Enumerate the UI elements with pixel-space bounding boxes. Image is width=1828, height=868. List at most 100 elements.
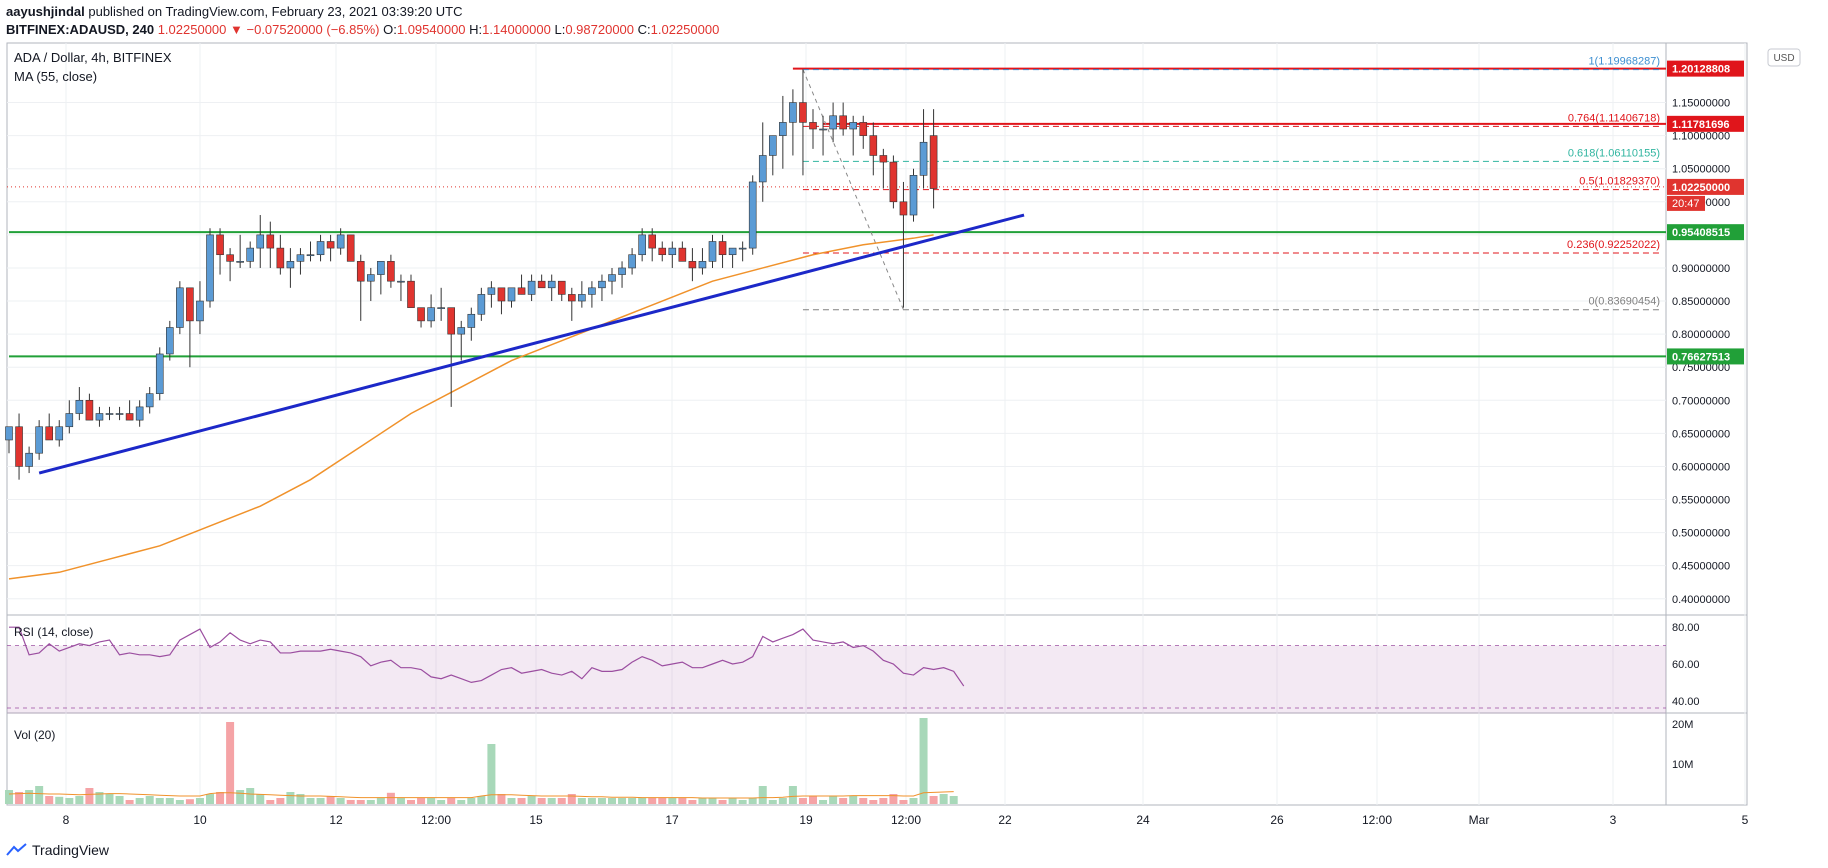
- candle-body: [738, 247, 747, 250]
- level-badge-bg: [1667, 224, 1744, 241]
- candle: [145, 387, 154, 414]
- candle: [849, 115, 858, 156]
- candle-body: [537, 280, 546, 289]
- candle: [55, 420, 64, 447]
- candle-body: [588, 287, 596, 295]
- volume-bar: [256, 794, 265, 804]
- candle-body: [45, 426, 54, 441]
- volume-bar: [115, 796, 124, 804]
- volume-bar: [939, 794, 948, 804]
- candle-body: [487, 287, 496, 295]
- candle: [336, 228, 345, 255]
- candle: [216, 228, 224, 275]
- level-badge-text: 0.95408515: [1672, 227, 1730, 239]
- candle: [738, 241, 747, 262]
- price-tick-label: 0.90000000: [1672, 263, 1730, 275]
- ma-legend: MA (55, close): [14, 69, 97, 84]
- candle: [447, 307, 456, 407]
- price-tick-label: 1.05000000: [1672, 164, 1730, 176]
- candle-body: [115, 413, 124, 415]
- volume-bar: [839, 798, 848, 804]
- candle-body: [638, 234, 646, 256]
- time-tick-label: 15: [529, 813, 543, 827]
- fibonacci-retracement[interactable]: 1(1.19968287) 0.764(1.11406718) 0.618(1.06…: [802, 56, 1662, 311]
- fib-anchor-line: [802, 69, 904, 310]
- volume-bar: [276, 798, 285, 804]
- volume-bar: [125, 800, 134, 804]
- price-tick-label: 0.45000000: [1672, 561, 1730, 573]
- volume-bar: [45, 796, 54, 804]
- candle: [819, 115, 827, 156]
- price-tick-label: 0.60000000: [1672, 461, 1730, 473]
- volume-bar: [487, 744, 496, 804]
- candle: [85, 393, 94, 421]
- candle-body: [407, 280, 415, 308]
- candle: [5, 426, 13, 454]
- volume-bar: [286, 792, 295, 804]
- volume-bar: [648, 798, 657, 804]
- candle: [356, 254, 365, 321]
- candle-body: [628, 254, 636, 269]
- candle-body: [678, 247, 687, 262]
- candle-body: [578, 294, 586, 302]
- trendline[interactable]: [38, 213, 1025, 475]
- candle: [859, 115, 868, 149]
- candle: [638, 228, 646, 262]
- time-tick-label: 12:00: [421, 813, 451, 827]
- candle-body: [65, 413, 74, 428]
- candle: [467, 307, 476, 341]
- time-axis[interactable]: 8 10 12 12:00 15 17 19 12:00 22 24 26 12:00 Mar 3 5: [63, 813, 1749, 827]
- volume-bar: [889, 794, 898, 804]
- volume-bar: [95, 792, 104, 804]
- currency-badge[interactable]: [1767, 48, 1801, 67]
- candle-body: [839, 115, 847, 130]
- candle-body: [879, 155, 888, 163]
- candle-body: [758, 155, 767, 183]
- candle-body: [648, 234, 657, 249]
- volume-bar: [658, 798, 667, 804]
- low-label: L:: [554, 22, 566, 37]
- publisher-name[interactable]: aayushjindal: [6, 4, 85, 19]
- candle-body: [105, 413, 114, 415]
- candle: [45, 413, 54, 441]
- symbol-label: BITFINEX:ADAUSD, 240: [6, 22, 155, 37]
- trendline-line: [38, 213, 1025, 475]
- candle-body: [296, 254, 305, 262]
- candle: [155, 347, 164, 401]
- volume-bar: [678, 798, 687, 804]
- volume-bar: [206, 794, 214, 804]
- volume-bar: [768, 800, 777, 804]
- candle-body: [668, 247, 677, 256]
- candle: [588, 281, 596, 308]
- volume-bar: [437, 800, 446, 804]
- fib-label: 0.618(1.06110155): [1568, 147, 1660, 159]
- volume-bar: [638, 798, 647, 804]
- candle-body: [236, 261, 244, 263]
- candle: [166, 320, 174, 361]
- volume-bar: [849, 796, 858, 804]
- candle-body: [909, 175, 918, 216]
- candle: [839, 102, 847, 136]
- volume-bar: [447, 798, 456, 804]
- level-badge-bg: [1667, 60, 1744, 77]
- candle-body: [35, 426, 43, 454]
- candle-body: [899, 201, 908, 216]
- current-price-badge-text: 1.02250000: [1672, 182, 1730, 194]
- volume-bar: [547, 798, 556, 804]
- level-badge-text: 0.76627513: [1672, 351, 1730, 363]
- candle: [497, 287, 506, 315]
- candle-body: [306, 254, 315, 257]
- volume-ma-line: [8, 791, 954, 799]
- rsi-pane: [7, 626, 1666, 714]
- candle-body: [567, 294, 576, 302]
- volume-bar: [457, 800, 466, 804]
- candle-body: [155, 353, 164, 394]
- fib-label: 0.764(1.11406718): [1568, 112, 1660, 124]
- price-tick-label: 0.85000000: [1672, 296, 1730, 308]
- candle-body: [427, 307, 435, 322]
- footer-brand[interactable]: TradingView: [6, 842, 109, 858]
- candle-body: [397, 280, 405, 283]
- candle: [407, 274, 415, 308]
- candle: [869, 122, 878, 176]
